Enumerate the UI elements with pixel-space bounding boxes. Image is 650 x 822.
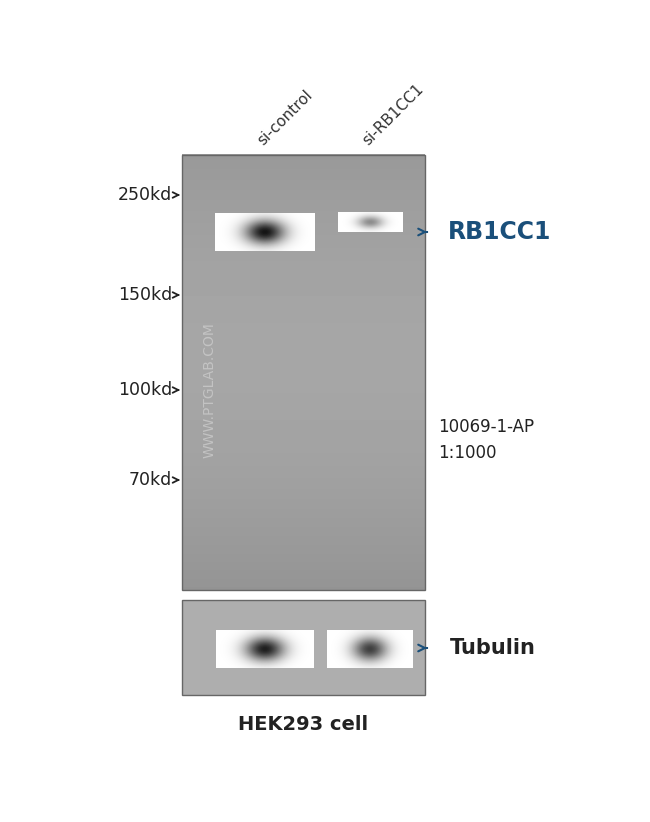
Text: si-control: si-control [254, 87, 315, 148]
Text: 100kd: 100kd [118, 381, 172, 399]
Text: HEK293 cell: HEK293 cell [238, 715, 368, 734]
Bar [182, 155, 425, 590]
Text: si-RB1CC1: si-RB1CC1 [359, 81, 426, 148]
Text: 250kd: 250kd [118, 186, 172, 204]
Text: 10069-1-AP
1:1000: 10069-1-AP 1:1000 [438, 418, 534, 462]
Bar [182, 600, 425, 695]
Text: Tubulin: Tubulin [450, 638, 536, 658]
Text: WWW.PTGLAB.COM: WWW.PTGLAB.COM [203, 322, 217, 458]
Text: 70kd: 70kd [129, 471, 172, 489]
Text: 150kd: 150kd [118, 286, 172, 304]
Text: RB1CC1: RB1CC1 [448, 220, 551, 244]
